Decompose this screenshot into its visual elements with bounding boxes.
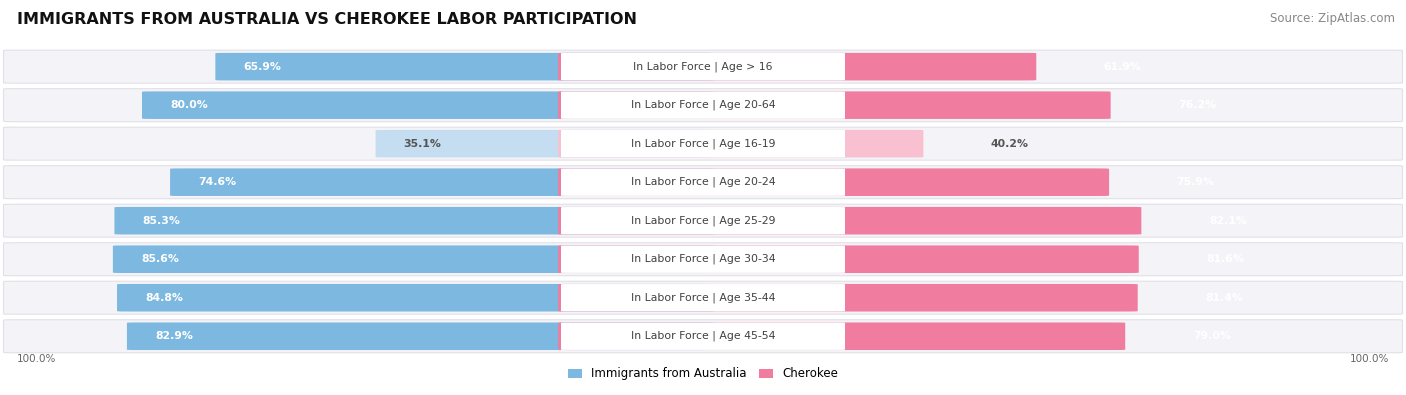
- FancyBboxPatch shape: [558, 168, 1109, 196]
- Text: 85.3%: 85.3%: [142, 216, 180, 226]
- Text: In Labor Force | Age 20-64: In Labor Force | Age 20-64: [631, 100, 775, 111]
- FancyBboxPatch shape: [561, 169, 845, 196]
- Text: 84.8%: 84.8%: [145, 293, 183, 303]
- FancyBboxPatch shape: [561, 246, 845, 273]
- Text: 74.6%: 74.6%: [198, 177, 236, 187]
- FancyBboxPatch shape: [117, 284, 714, 312]
- Text: 79.0%: 79.0%: [1192, 331, 1230, 341]
- FancyBboxPatch shape: [114, 207, 714, 235]
- FancyBboxPatch shape: [558, 245, 1139, 273]
- FancyBboxPatch shape: [4, 243, 1403, 276]
- FancyBboxPatch shape: [558, 91, 1111, 119]
- FancyBboxPatch shape: [561, 92, 845, 119]
- FancyBboxPatch shape: [558, 130, 924, 158]
- Text: 75.9%: 75.9%: [1177, 177, 1215, 187]
- FancyBboxPatch shape: [558, 322, 1125, 350]
- Text: 82.9%: 82.9%: [155, 331, 193, 341]
- Text: 81.6%: 81.6%: [1206, 254, 1244, 264]
- FancyBboxPatch shape: [142, 91, 714, 119]
- FancyBboxPatch shape: [4, 127, 1403, 160]
- Text: In Labor Force | Age 45-54: In Labor Force | Age 45-54: [631, 331, 775, 342]
- FancyBboxPatch shape: [561, 130, 845, 157]
- FancyBboxPatch shape: [558, 207, 1142, 235]
- Text: 82.1%: 82.1%: [1209, 216, 1247, 226]
- Text: Source: ZipAtlas.com: Source: ZipAtlas.com: [1270, 12, 1395, 25]
- Text: In Labor Force | Age 16-19: In Labor Force | Age 16-19: [631, 138, 775, 149]
- FancyBboxPatch shape: [4, 166, 1403, 199]
- FancyBboxPatch shape: [4, 281, 1403, 314]
- FancyBboxPatch shape: [112, 245, 714, 273]
- Text: IMMIGRANTS FROM AUSTRALIA VS CHEROKEE LABOR PARTICIPATION: IMMIGRANTS FROM AUSTRALIA VS CHEROKEE LA…: [17, 12, 637, 27]
- FancyBboxPatch shape: [215, 53, 714, 81]
- Text: In Labor Force | Age 25-29: In Labor Force | Age 25-29: [631, 215, 775, 226]
- Text: In Labor Force | Age 20-24: In Labor Force | Age 20-24: [631, 177, 775, 188]
- Text: 40.2%: 40.2%: [991, 139, 1029, 149]
- Text: 61.9%: 61.9%: [1104, 62, 1142, 71]
- FancyBboxPatch shape: [558, 53, 1036, 81]
- Text: 85.6%: 85.6%: [141, 254, 179, 264]
- FancyBboxPatch shape: [127, 322, 714, 350]
- Text: In Labor Force | Age 30-34: In Labor Force | Age 30-34: [631, 254, 775, 265]
- FancyBboxPatch shape: [4, 50, 1403, 83]
- FancyBboxPatch shape: [4, 204, 1403, 237]
- Legend: Immigrants from Australia, Cherokee: Immigrants from Australia, Cherokee: [562, 363, 844, 385]
- Text: 35.1%: 35.1%: [404, 139, 441, 149]
- FancyBboxPatch shape: [561, 207, 845, 234]
- Text: 100.0%: 100.0%: [17, 354, 56, 365]
- Text: In Labor Force | Age 35-44: In Labor Force | Age 35-44: [631, 292, 775, 303]
- Text: In Labor Force | Age > 16: In Labor Force | Age > 16: [633, 61, 773, 72]
- Text: 100.0%: 100.0%: [1350, 354, 1389, 365]
- FancyBboxPatch shape: [4, 89, 1403, 122]
- Text: 76.2%: 76.2%: [1178, 100, 1216, 110]
- FancyBboxPatch shape: [561, 53, 845, 80]
- FancyBboxPatch shape: [375, 130, 714, 158]
- Text: 80.0%: 80.0%: [170, 100, 208, 110]
- FancyBboxPatch shape: [558, 284, 1137, 312]
- FancyBboxPatch shape: [561, 284, 845, 311]
- Text: 81.4%: 81.4%: [1205, 293, 1243, 303]
- FancyBboxPatch shape: [4, 320, 1403, 353]
- FancyBboxPatch shape: [170, 168, 714, 196]
- FancyBboxPatch shape: [561, 323, 845, 350]
- Text: 65.9%: 65.9%: [243, 62, 281, 71]
